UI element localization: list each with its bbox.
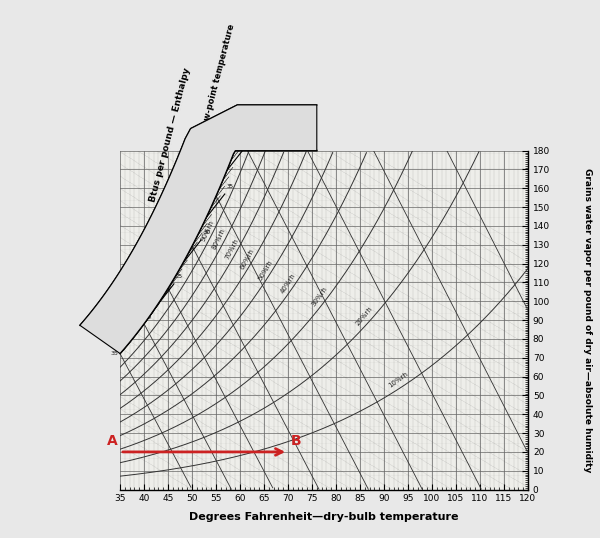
Text: 50: 50	[183, 243, 191, 249]
Text: 60%rh: 60%rh	[239, 247, 255, 271]
Text: 30%rh: 30%rh	[310, 286, 328, 308]
Text: A: A	[107, 434, 118, 448]
Text: 45: 45	[158, 286, 167, 291]
Text: 55: 55	[207, 193, 215, 198]
X-axis label: Degrees Fahrenheit—dry-bulb temperature: Degrees Fahrenheit—dry-bulb temperature	[189, 512, 459, 522]
Text: 35: 35	[227, 184, 234, 189]
Text: 20%rh: 20%rh	[355, 306, 374, 327]
Y-axis label: Grains water vapor per pound of dry air—absolute humidity: Grains water vapor per pound of dry air—…	[583, 168, 592, 472]
Text: 90%rh: 90%rh	[200, 218, 215, 242]
Text: 80%rh: 80%rh	[211, 227, 227, 250]
Text: B: B	[290, 434, 301, 448]
Text: 40: 40	[134, 321, 143, 326]
Text: 70%rh: 70%rh	[224, 238, 239, 261]
Text: 35: 35	[110, 351, 119, 356]
Text: 50%rh: 50%rh	[257, 259, 274, 281]
Text: 30: 30	[203, 230, 210, 235]
Text: 40%rh: 40%rh	[279, 272, 296, 295]
Text: 20: 20	[145, 315, 151, 321]
Text: 10%rh: 10%rh	[387, 371, 409, 390]
Text: Btus per pound — Enthalpy: Btus per pound — Enthalpy	[149, 66, 192, 202]
Text: 25: 25	[176, 274, 183, 279]
Text: 40: 40	[248, 137, 255, 141]
Text: Degrees Fahrenheit—wet-bulb or dew-point temperature: Degrees Fahrenheit—wet-bulb or dew-point…	[159, 23, 236, 288]
